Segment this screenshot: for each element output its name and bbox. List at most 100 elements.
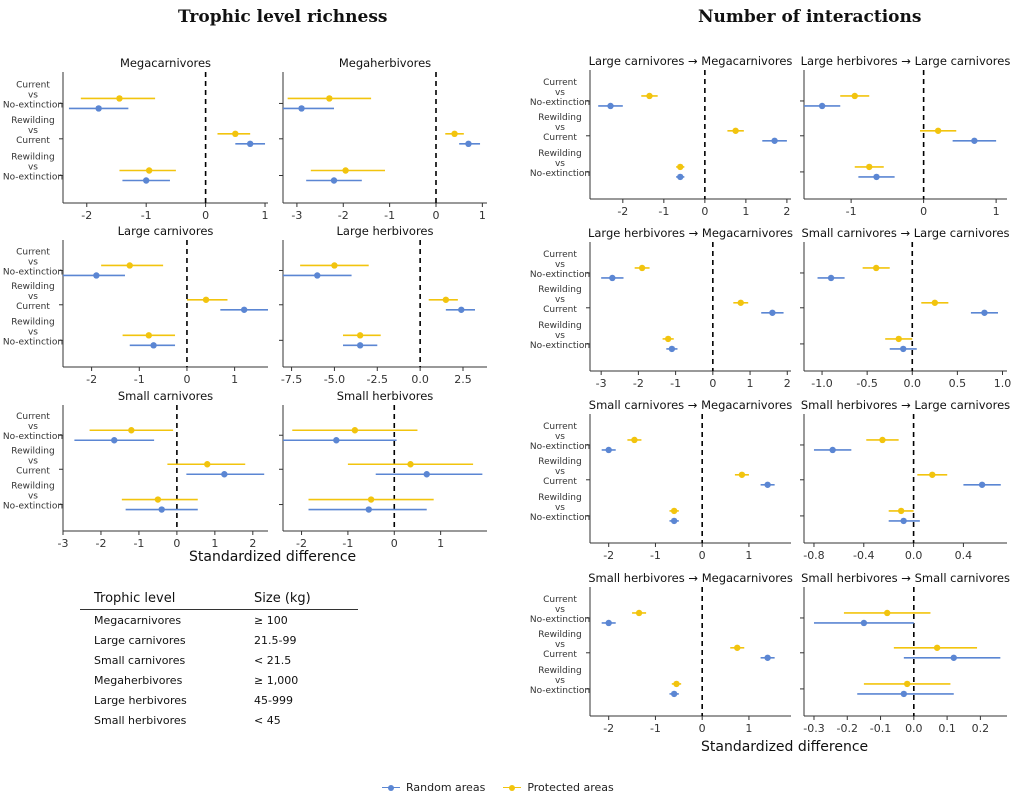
comparison-label: No-extinction — [3, 100, 63, 110]
x-tick-label: 0.2 — [972, 722, 990, 735]
protected-point — [635, 609, 643, 617]
random-point — [246, 140, 254, 148]
comparison-label: Rewilding — [538, 493, 581, 503]
panel-title: Small herbivores → Small carnivores — [801, 571, 1010, 585]
protected-point — [116, 95, 123, 102]
comparison-label: Rewilding — [11, 317, 54, 327]
protected-point — [442, 296, 450, 303]
random-point — [978, 481, 986, 488]
comparison-label: vs — [28, 492, 38, 502]
x-tick-label: 2 — [783, 205, 790, 218]
random-point — [827, 274, 835, 282]
comparison-label: Rewilding — [538, 457, 581, 467]
comparison-label: No-extinction — [530, 98, 590, 108]
protected-point — [451, 130, 458, 138]
comparison-label: Current — [16, 247, 50, 257]
comparison-label: vs — [28, 292, 38, 302]
panel-title: Small carnivores → Large carnivores — [801, 226, 1009, 240]
random-point — [900, 517, 907, 525]
random-point — [465, 140, 472, 148]
legend-key-random — [382, 783, 400, 793]
random-point — [111, 437, 118, 444]
random-point — [150, 342, 157, 349]
x-tick-label: 0.1 — [938, 722, 956, 735]
random-point — [818, 102, 826, 110]
random-point — [605, 619, 612, 627]
x-tick-label: 1 — [745, 722, 752, 735]
protected-point — [933, 644, 941, 651]
comparison-label: Current — [16, 80, 50, 90]
x-tick-label: -3 — [58, 537, 69, 550]
comparison-label: Rewilding — [538, 630, 581, 640]
random-point — [764, 654, 771, 661]
x-tick-label: -0.8 — [803, 549, 824, 562]
x-tick-label: -0.3 — [803, 722, 824, 735]
x-tick-label: -1 — [133, 537, 144, 550]
random-point — [900, 690, 908, 698]
protected-point — [934, 127, 942, 134]
comparison-label: vs — [555, 331, 565, 341]
random-point — [158, 506, 165, 513]
x-axis-title-left: Standardized difference — [189, 549, 357, 565]
comparison-label: Current — [543, 250, 577, 260]
protected-point — [931, 299, 939, 306]
panel-title: Small carnivores — [118, 389, 213, 403]
random-point — [142, 177, 150, 184]
protected-point — [738, 471, 746, 478]
protected-point — [732, 127, 739, 134]
x-tick-label: -1 — [134, 373, 145, 386]
protected-point — [670, 507, 678, 515]
x-tick-label: 0.0 — [905, 549, 923, 562]
random-point — [860, 619, 868, 627]
random-point — [356, 342, 364, 349]
table-cell-level: Small carnivores — [94, 654, 186, 667]
comparison-label: Current — [543, 650, 577, 660]
comparison-label: Rewilding — [11, 282, 54, 292]
random-point — [873, 173, 880, 181]
comparison-label: vs — [555, 467, 565, 477]
protected-point — [342, 167, 349, 174]
comparison-label: Rewilding — [538, 149, 581, 159]
x-tick-label: 0 — [699, 722, 706, 735]
random-point — [333, 437, 340, 444]
protected-point — [646, 92, 653, 100]
x-tick-label: 0 — [709, 377, 716, 390]
table-cell-size: ≥ 100 — [254, 614, 288, 627]
comparison-label: No-extinction — [530, 341, 590, 351]
x-tick-label: -2 — [86, 373, 97, 386]
trophic-size-table: Trophic level Size (kg) Megacarnivores ≥ … — [80, 588, 358, 730]
comparison-label: No-extinction — [3, 172, 63, 182]
x-tick-label: 0 — [433, 209, 440, 222]
x-tick-label: 0 — [183, 373, 190, 386]
table-cell-size: ≥ 1,000 — [254, 674, 299, 687]
comparison-label: Rewilding — [11, 116, 54, 126]
x-tick-label: 1 — [231, 373, 238, 386]
x-tick-label: 2 — [249, 537, 256, 550]
x-tick-label: -3 — [291, 209, 302, 222]
protected-point — [929, 471, 936, 478]
x-tick-label: -1 — [650, 722, 661, 735]
random-point — [609, 274, 616, 282]
protected-point — [851, 92, 858, 100]
panel-title: Large carnivores → Megacarnivores — [589, 54, 793, 68]
random-point — [668, 345, 676, 353]
protected-point — [631, 436, 638, 444]
comparison-label: No-extinction — [530, 615, 590, 625]
x-tick-label: -1.0 — [811, 377, 832, 390]
protected-point — [903, 680, 911, 688]
random-point — [764, 481, 771, 488]
x-tick-label: -2 — [617, 205, 628, 218]
comparison-label: vs — [555, 676, 565, 686]
x-tick-label: -0.2 — [837, 722, 858, 735]
panel-title: Megaherbivores — [339, 56, 431, 70]
random-point — [330, 177, 338, 184]
x-tick-label: 1 — [745, 549, 752, 562]
x-tick-label: -2 — [81, 209, 92, 222]
comparison-label: Current — [543, 595, 577, 605]
random-point — [221, 471, 228, 478]
protected-point — [673, 680, 680, 688]
random-point — [240, 306, 248, 313]
random-point — [298, 105, 305, 112]
comparison-label: Current — [543, 422, 577, 432]
x-tick-label: -3 — [596, 377, 607, 390]
